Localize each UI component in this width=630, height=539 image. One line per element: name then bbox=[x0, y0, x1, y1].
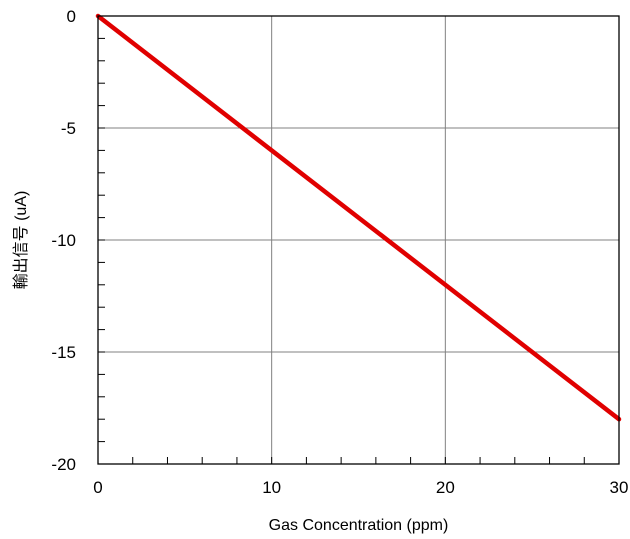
x-tick-label: 0 bbox=[93, 478, 102, 497]
grid-lines bbox=[98, 16, 619, 464]
x-axis-title: Gas Concentration (ppm) bbox=[269, 517, 449, 534]
y-tick-label: -15 bbox=[51, 343, 76, 362]
x-tick-label: 20 bbox=[436, 478, 455, 497]
x-tick-label: 10 bbox=[262, 478, 281, 497]
x-tick-labels: 0 10 20 30 bbox=[93, 478, 628, 497]
y-axis-title: 輸出信号 (uA) bbox=[12, 191, 30, 290]
plot-frame bbox=[97, 15, 620, 465]
y-tick-label: -10 bbox=[51, 231, 76, 250]
series-line bbox=[95, 13, 622, 422]
x-tick-label: 30 bbox=[610, 478, 629, 497]
y-tick-label: 0 bbox=[67, 7, 76, 26]
y-tick-label: -20 bbox=[51, 455, 76, 474]
y-tick-label: -5 bbox=[61, 119, 76, 138]
y-tick-labels: 0 -5 -10 -15 -20 bbox=[51, 7, 76, 474]
series-layer bbox=[95, 13, 622, 422]
